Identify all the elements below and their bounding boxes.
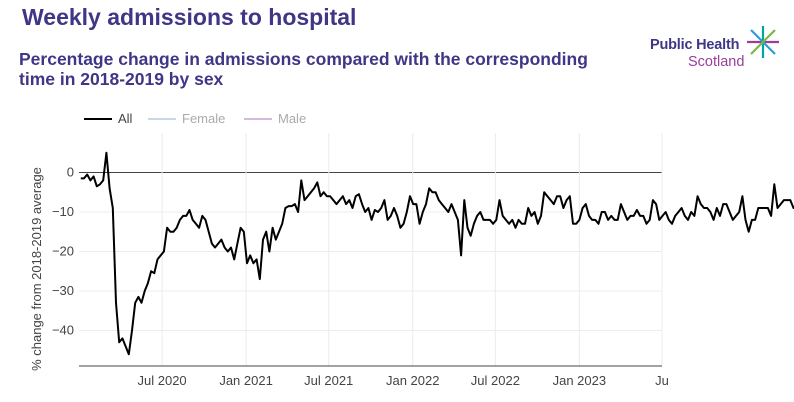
legend-item-all[interactable]: All xyxy=(84,111,144,127)
legend-swatch-female xyxy=(148,118,176,120)
logo-text-line1: Public Health xyxy=(650,37,740,53)
series-layer xyxy=(80,151,794,356)
legend-label-male: Male xyxy=(278,111,307,126)
y-axis-label: % change from 2018-2019 average xyxy=(29,167,44,371)
x-tick-label: Jan 2022 xyxy=(386,373,440,388)
x-tick-label: Jul 2022 xyxy=(471,373,520,388)
y-tick-label: 0 xyxy=(67,164,74,179)
axis-layer: 0 −10 −20 −30 −40 Jul 2020 Jan 2021 Jul 2021 Jan… xyxy=(52,164,669,388)
legend-swatch-all xyxy=(84,118,112,120)
x-tick-label: Ju xyxy=(655,373,669,388)
y-tick-label: −10 xyxy=(52,204,74,219)
y-tick-label: −30 xyxy=(52,283,74,298)
y-tick-label: −40 xyxy=(52,322,74,337)
x-tick-label: Jul 2020 xyxy=(138,373,187,388)
legend-item-male[interactable]: Male xyxy=(244,111,324,127)
legend-swatch-male xyxy=(244,118,272,120)
grid-layer xyxy=(79,133,663,366)
legend-label-all: All xyxy=(118,111,133,126)
y-tick-label: −20 xyxy=(52,243,74,258)
legend-label-female: Female xyxy=(182,111,226,126)
chart-subtitle: Percentage change in admissions compared… xyxy=(19,49,588,89)
legend-item-female[interactable]: Female xyxy=(148,111,238,127)
x-tick-label: Jan 2023 xyxy=(553,373,607,388)
x-tick-label: Jan 2021 xyxy=(219,373,273,388)
logo-star-icon xyxy=(747,26,779,58)
x-tick-label: Jul 2021 xyxy=(304,373,353,388)
series-line-all[interactable] xyxy=(80,151,794,356)
public-health-scotland-logo: Public Health Scotland xyxy=(650,24,780,72)
page-title: Weekly admissions to hospital xyxy=(22,4,357,30)
logo-text-line2: Scotland xyxy=(688,54,745,70)
